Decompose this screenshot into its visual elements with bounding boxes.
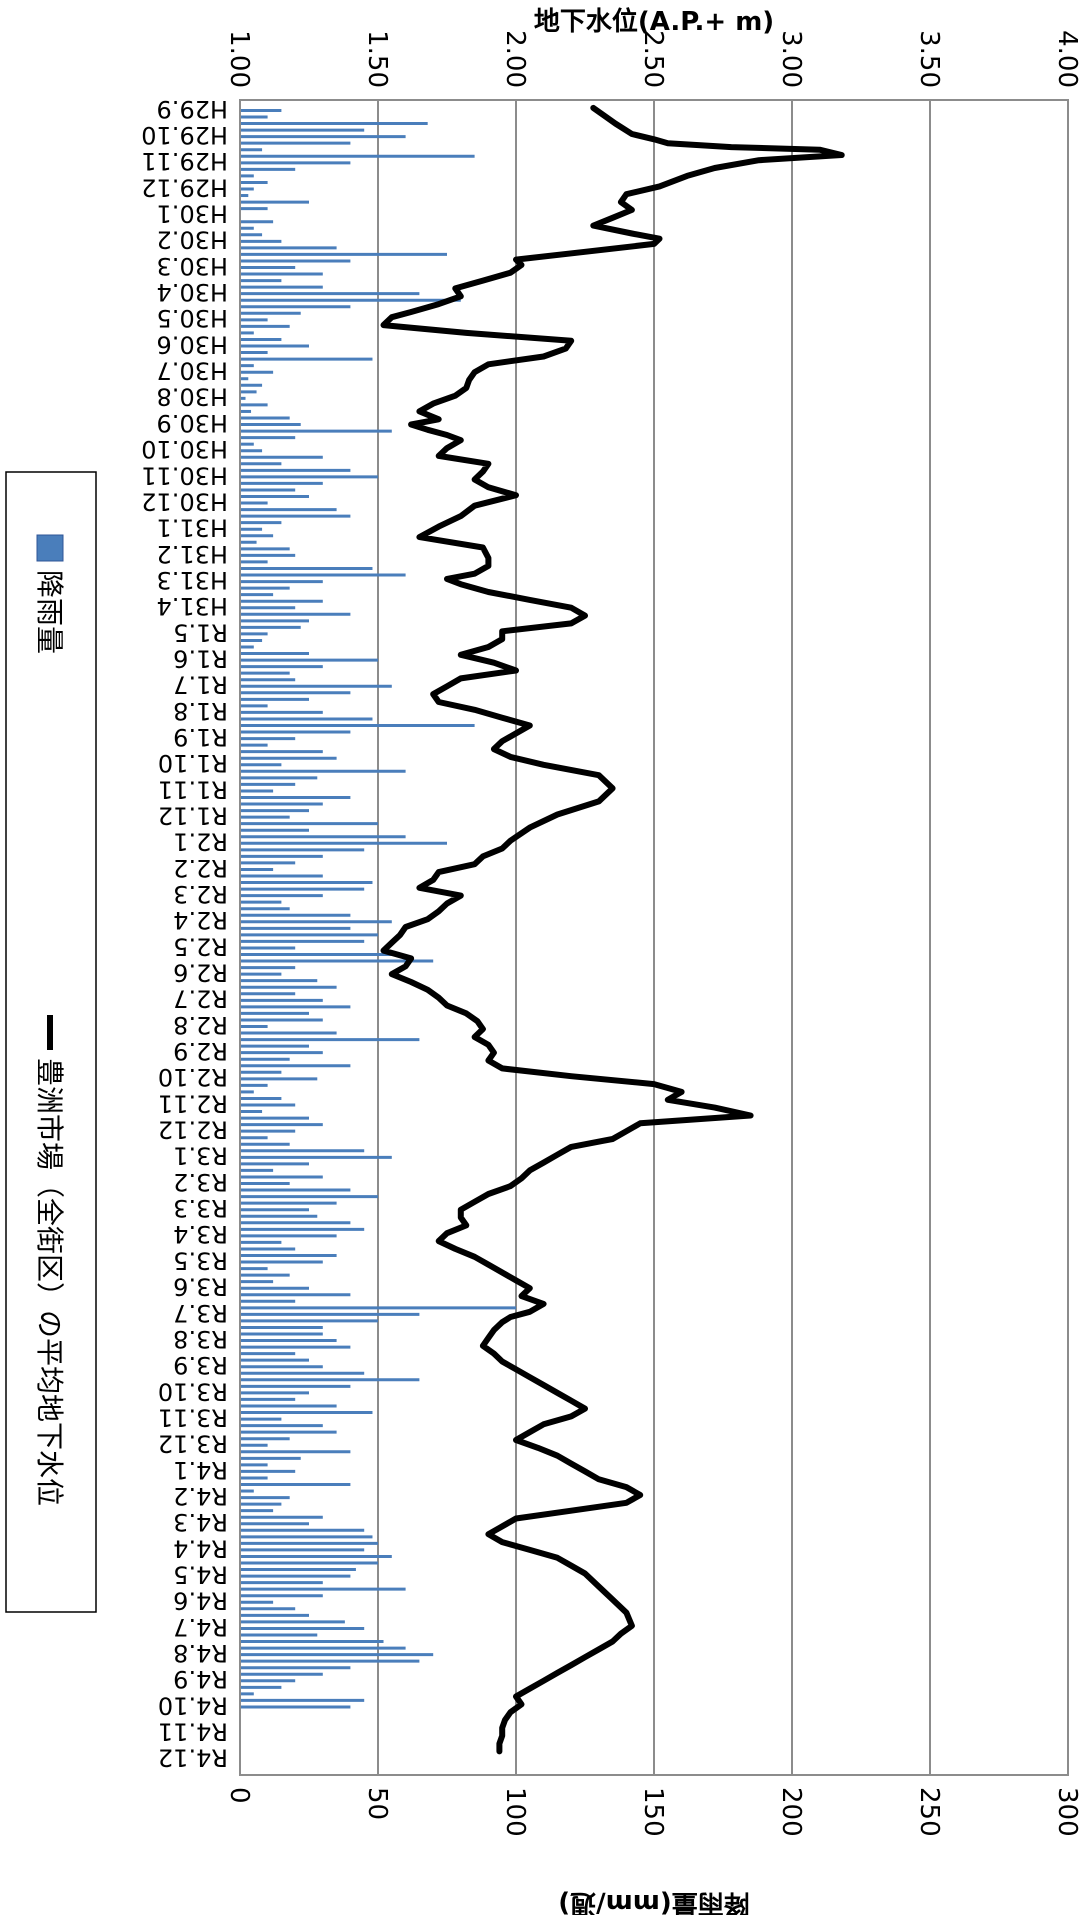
x-tick-label: R4.12 — [158, 1744, 228, 1772]
x-tick-label: R3.12 — [158, 1430, 228, 1458]
x-tick-label: H29.11 — [141, 147, 228, 175]
y-right-tick-label: 200 — [776, 1787, 806, 1837]
y-right-tick-label: 0 — [224, 1787, 254, 1804]
x-tick-label: R3.11 — [158, 1403, 228, 1431]
x-tick-label: H30.10 — [141, 435, 228, 463]
x-tick-label: R3.7 — [173, 1299, 228, 1327]
groundwater-series — [380, 104, 845, 1755]
y-left-tick-label: 2.00 — [500, 30, 530, 88]
x-tick-label: H30.8 — [157, 383, 228, 411]
legend-rainfall-swatch — [36, 534, 64, 562]
y-left-tick-label: 2.50 — [638, 30, 668, 88]
x-tick-label: R4.5 — [173, 1560, 228, 1588]
x-tick-label: R1.11 — [158, 775, 228, 803]
x-tick-label: H30.1 — [157, 200, 228, 228]
y-left-tick-label: 1.00 — [224, 30, 254, 88]
x-tick-label: R2.8 — [173, 1011, 228, 1039]
x-tick-label: R1.6 — [173, 644, 228, 672]
x-tick-label: H30.12 — [141, 487, 228, 515]
x-tick-label: R4.7 — [173, 1613, 228, 1641]
plot-border — [239, 99, 1069, 1776]
x-tick-label: R4.9 — [173, 1665, 228, 1693]
x-tick-label: R2.11 — [158, 1089, 228, 1117]
x-tick-label: R3.3 — [173, 1194, 228, 1222]
y-right-tick-label: 300 — [1052, 1787, 1082, 1837]
y-left-tick-label: 3.00 — [776, 30, 806, 88]
x-tick-labels: H29.9H29.10H29.11H29.12H30.1H30.2H30.3H3… — [141, 95, 228, 1772]
x-tick-label: H30.4 — [157, 278, 228, 306]
x-tick-label: H29.10 — [141, 121, 228, 149]
x-tick-label: R4.10 — [158, 1691, 228, 1719]
x-tick-label: R1.7 — [173, 671, 228, 699]
x-tick-label: R4.3 — [173, 1508, 228, 1536]
x-tick-label: H31.2 — [157, 540, 228, 568]
y-right-tick-label: 150 — [638, 1787, 668, 1837]
y-right-tick-label: 50 — [362, 1787, 392, 1820]
legend-rainfall-label: 降雨量 — [33, 570, 66, 654]
x-tick-label: R4.4 — [173, 1534, 228, 1562]
x-tick-label: R1.9 — [173, 723, 228, 751]
x-tick-label: R4.6 — [173, 1587, 228, 1615]
x-tick-label: H29.9 — [157, 95, 228, 123]
y-left-tick-labels: 1.00 1.50 2.00 2.50 3.00 3.50 4.00 — [224, 30, 1082, 88]
rainfall-bars — [240, 108, 516, 1709]
x-tick-label: H30.2 — [157, 226, 228, 254]
x-tick-label: H31.1 — [157, 514, 228, 542]
legend: 降雨量 豊洲市場（全街区）の平均地下水位 — [5, 471, 97, 1613]
x-tick-label: H30.11 — [141, 461, 228, 489]
x-tick-label: H30.6 — [157, 330, 228, 358]
x-tick-label: R1.10 — [158, 749, 228, 777]
y-axis-right-label: 降雨量(mm/週) — [558, 1888, 749, 1915]
y-left-tick-label: 1.50 — [362, 30, 392, 88]
x-tick-label: R2.5 — [173, 932, 228, 960]
x-tick-label: H30.5 — [157, 304, 228, 332]
x-tick-label: R4.11 — [158, 1718, 228, 1746]
x-tick-label: H29.12 — [141, 173, 228, 201]
x-tick-label: H30.9 — [157, 409, 228, 437]
x-tick-label: R1.8 — [173, 697, 228, 725]
x-tick-label: R2.3 — [173, 880, 228, 908]
x-tick-label: H30.3 — [157, 252, 228, 280]
x-tick-label: R3.10 — [158, 1377, 228, 1405]
x-tick-label: H31.3 — [157, 566, 228, 594]
legend-groundwater-label: 豊洲市場（全街区）の平均地下水位 — [33, 1058, 66, 1506]
x-tick-label: R3.6 — [173, 1273, 228, 1301]
x-tick-label: R1.12 — [158, 801, 228, 829]
y-right-tick-labels: 0 50 100 150 200 250 300 — [224, 1787, 1082, 1837]
x-tick-label: R2.2 — [173, 854, 228, 882]
x-tick-label: R3.8 — [173, 1325, 228, 1353]
x-tick-label: R2.12 — [158, 1116, 228, 1144]
y-right-tick-label: 250 — [914, 1787, 944, 1837]
x-tick-label: R2.4 — [173, 906, 228, 934]
x-tick-label: H30.7 — [157, 357, 228, 385]
x-tick-label: R4.1 — [173, 1456, 228, 1484]
y-axis-left-label: 地下水位(A.P.+ m) — [534, 6, 774, 37]
y-right-tick-label: 100 — [500, 1787, 530, 1837]
x-tick-label: R2.1 — [173, 828, 228, 856]
x-tick-label: R3.4 — [173, 1220, 228, 1248]
x-tick-label: R3.1 — [173, 1142, 228, 1170]
y-left-tick-label: 3.50 — [914, 30, 944, 88]
x-tick-label: R3.9 — [173, 1351, 228, 1379]
x-tick-label: R2.9 — [173, 1037, 228, 1065]
x-tick-label: R3.5 — [173, 1246, 228, 1274]
x-tick-label: R4.8 — [173, 1639, 228, 1667]
x-tick-label: R2.10 — [158, 1063, 228, 1091]
x-tick-label: R2.7 — [173, 985, 228, 1013]
x-tick-label: R2.6 — [173, 959, 228, 987]
groundwater-line — [380, 104, 845, 1755]
x-tick-label: R1.5 — [173, 618, 228, 646]
x-tick-label: R3.2 — [173, 1168, 228, 1196]
grid-lines — [239, 100, 1069, 1775]
y-left-tick-label: 4.00 — [1052, 30, 1082, 88]
x-tick-label: R4.2 — [173, 1482, 228, 1510]
x-tick-label: H31.4 — [157, 592, 228, 620]
